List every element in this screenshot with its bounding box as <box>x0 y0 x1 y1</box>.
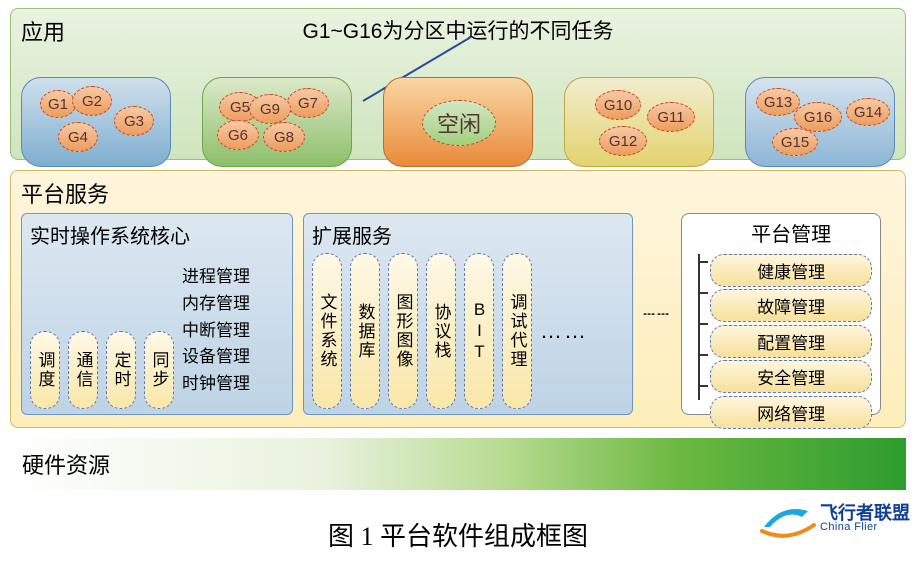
partition-row: G1G2G3G4G5G6G7G9G8空闲G10G11G12G13G14G16G1… <box>21 51 895 167</box>
ext-pill-文件系统: 文件系统 <box>312 253 342 409</box>
mgr-item-健康管理: 健康管理 <box>710 254 872 287</box>
kernel-pill-定时: 定时 <box>106 331 136 409</box>
hardware-title: 硬件资源 <box>22 453 110 478</box>
task-g11: G11 <box>647 102 695 132</box>
task-g12: G12 <box>599 126 647 156</box>
kernel-stack-item: 时钟管理 <box>182 372 250 397</box>
task-g14: G14 <box>846 98 890 126</box>
partition-5: G13 G14G16G15 <box>745 77 895 167</box>
mgr-item-网络管理: 网络管理 <box>710 396 872 429</box>
ext-pill-数据库: 数据库 <box>350 253 380 409</box>
kernel-stack-item: 内存管理 <box>182 292 250 317</box>
tree-tick <box>698 385 708 387</box>
platform-layer: 平台服务 实时操作系统核心 调度通信定时同步进程管理内存管理中断管理设备管理时钟… <box>10 170 906 428</box>
logo-plane-icon <box>758 497 816 539</box>
logo-text-en: China Flier <box>820 522 910 533</box>
hardware-layer: 硬件资源 <box>10 438 906 490</box>
task-g8: G8 <box>263 122 305 152</box>
ext-pill-调试代理: 调试代理 <box>502 253 532 409</box>
kernel-stack-item: 设备管理 <box>182 345 250 370</box>
kernel-pill-调度: 调度 <box>30 331 60 409</box>
extended-title: 扩展服务 <box>312 220 624 249</box>
ext-pill-BIT: BIT <box>464 253 494 409</box>
application-layer: 应用 G1~G16为分区中运行的不同任务 G1G2G3G4G5G6G7G9G8空… <box>10 8 906 160</box>
kernel-box: 实时操作系统核心 调度通信定时同步进程管理内存管理中断管理设备管理时钟管理 <box>21 213 293 415</box>
kernel-pill-同步: 同步 <box>144 331 174 409</box>
kernel-stack-item: 进程管理 <box>182 265 250 290</box>
tree-tick <box>698 323 708 325</box>
task-g15: G15 <box>772 128 818 156</box>
extended-box: 扩展服务 文件系统数据库图形图像协议栈 BIT 调试代理 …… <box>303 213 633 415</box>
connector-dashes: ┄┄ <box>643 302 671 327</box>
partition-3: 空闲 <box>383 77 533 167</box>
kernel-title: 实时操作系统核心 <box>30 220 284 249</box>
application-note: G1~G16为分区中运行的不同任务 <box>11 15 905 45</box>
mgr-item-故障管理: 故障管理 <box>710 289 872 322</box>
partition-1: G1G2G3 G4 <box>21 77 171 167</box>
footer-logo: 飞行者联盟 China Flier <box>758 497 910 539</box>
tree-tick <box>698 261 708 263</box>
tree-tick <box>698 354 708 356</box>
partition-4: G10G11G12 <box>564 77 714 167</box>
task-g4: G4 <box>58 122 98 152</box>
ext-more-dots: …… <box>540 318 588 344</box>
task-g16: G16 <box>794 102 842 132</box>
platform-title: 平台服务 <box>21 177 895 209</box>
task-g6: G6 <box>217 120 259 150</box>
ext-pill-协议栈: 协议栈 <box>426 253 456 409</box>
manager-title: 平台管理 <box>710 218 872 247</box>
task-g7: G7 <box>287 88 329 118</box>
manager-panel: 平台管理 健康管理故障管理配置管理安全管理网络管理 <box>681 213 881 415</box>
mgr-item-配置管理: 配置管理 <box>710 325 872 358</box>
kernel-stack: 进程管理内存管理中断管理设备管理时钟管理 <box>182 253 250 409</box>
task-空闲: 空闲 <box>422 100 496 146</box>
kernel-stack-item: 中断管理 <box>182 319 250 344</box>
task-g9: G9 <box>249 94 291 124</box>
task-g1: G1 <box>40 90 76 118</box>
task-g10: G10 <box>595 90 641 120</box>
kernel-pill-通信: 通信 <box>68 331 98 409</box>
tree-trunk <box>698 254 700 400</box>
tree-tick <box>698 292 708 294</box>
ext-pill-图形图像: 图形图像 <box>388 253 418 409</box>
application-title: 应用 <box>21 15 65 47</box>
logo-text-zh: 飞行者联盟 <box>820 504 910 522</box>
task-g3: G3 <box>114 106 154 136</box>
mgr-item-安全管理: 安全管理 <box>710 360 872 393</box>
task-g2: G2 <box>72 86 112 116</box>
task-g13: G13 <box>756 88 800 116</box>
partition-2: G5G6G7G9G8 <box>202 77 352 167</box>
